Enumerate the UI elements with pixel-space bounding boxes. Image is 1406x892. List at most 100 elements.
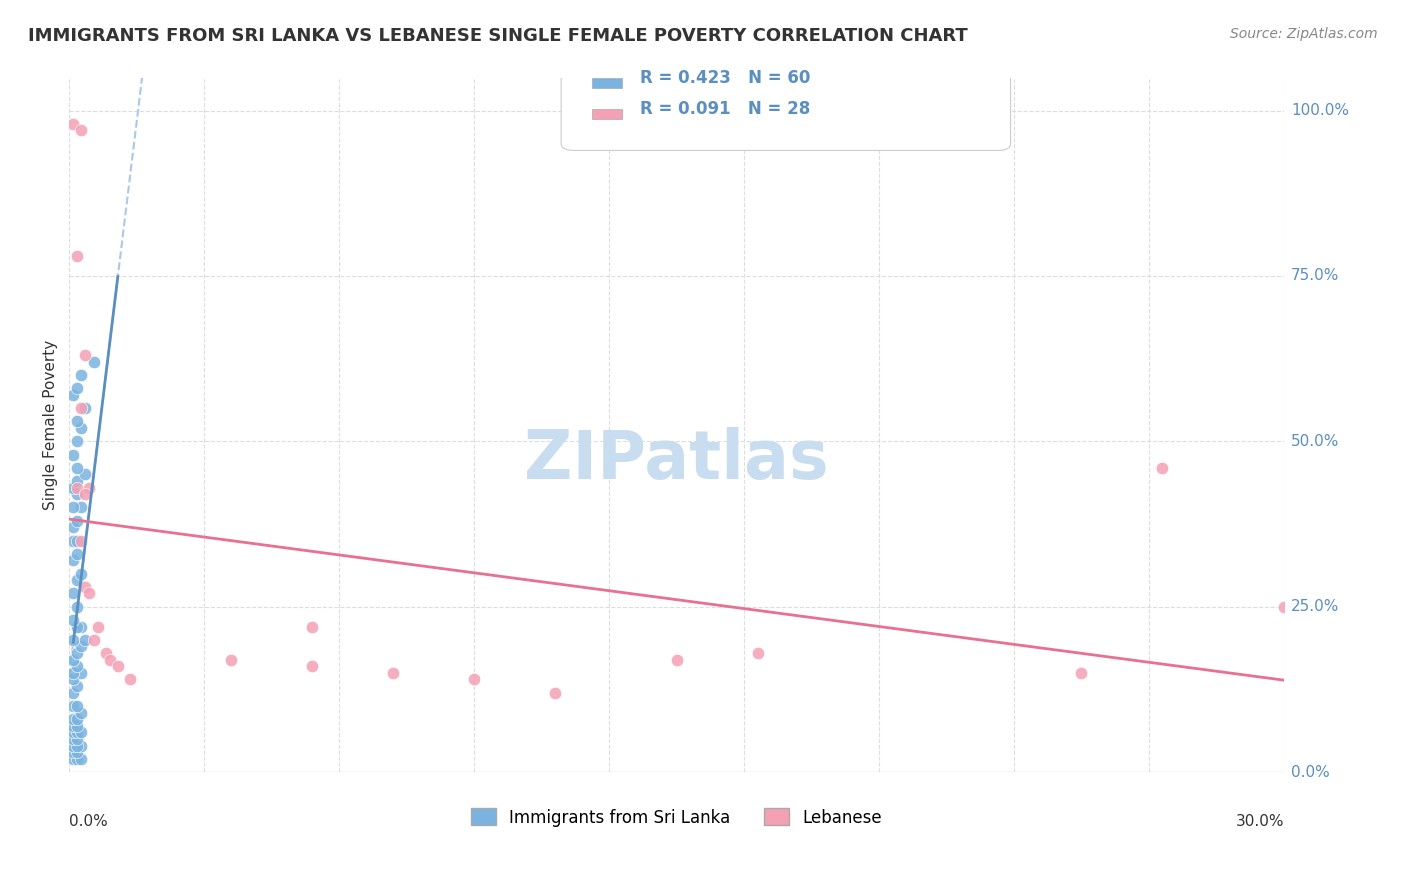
Point bbox=[62, 520, 84, 534]
Point bbox=[747, 646, 769, 660]
Point bbox=[301, 619, 323, 633]
Point bbox=[70, 739, 93, 753]
Point bbox=[66, 731, 89, 746]
Point bbox=[66, 725, 89, 739]
Point bbox=[66, 434, 89, 449]
Point bbox=[70, 665, 93, 680]
Point bbox=[70, 725, 93, 739]
Point bbox=[70, 566, 93, 581]
Point bbox=[118, 673, 141, 687]
Point bbox=[75, 348, 97, 362]
Point bbox=[62, 686, 84, 700]
Point bbox=[66, 249, 89, 263]
Point bbox=[66, 646, 89, 660]
Point bbox=[62, 117, 84, 131]
Point bbox=[62, 665, 84, 680]
Point bbox=[66, 719, 89, 733]
Point bbox=[62, 752, 84, 766]
Point bbox=[83, 632, 105, 647]
Point bbox=[98, 652, 121, 666]
Point bbox=[66, 659, 89, 673]
Text: 0.0%: 0.0% bbox=[1291, 764, 1330, 780]
Point bbox=[66, 381, 89, 395]
Point bbox=[66, 533, 89, 548]
Point bbox=[66, 712, 89, 726]
Point bbox=[70, 123, 93, 137]
Point bbox=[66, 752, 89, 766]
Point bbox=[66, 460, 89, 475]
Point bbox=[86, 619, 108, 633]
Text: 30.0%: 30.0% bbox=[1236, 814, 1284, 829]
Point bbox=[463, 673, 485, 687]
Point bbox=[62, 731, 84, 746]
Point bbox=[70, 533, 93, 548]
Point bbox=[66, 698, 89, 713]
Point bbox=[62, 533, 84, 548]
Point bbox=[107, 659, 129, 673]
Point bbox=[70, 368, 93, 383]
Point bbox=[62, 698, 84, 713]
Point bbox=[62, 719, 84, 733]
Point bbox=[62, 586, 84, 600]
Point bbox=[66, 487, 89, 501]
Point bbox=[70, 640, 93, 654]
Point bbox=[62, 481, 84, 495]
Point bbox=[75, 401, 97, 416]
Point bbox=[382, 665, 405, 680]
Point bbox=[1272, 599, 1295, 614]
Text: R = 0.423   N = 60: R = 0.423 N = 60 bbox=[640, 69, 810, 87]
Point bbox=[79, 481, 101, 495]
Point bbox=[62, 745, 84, 759]
Point bbox=[79, 586, 101, 600]
Point bbox=[62, 652, 84, 666]
Point bbox=[75, 632, 97, 647]
Text: Source: ZipAtlas.com: Source: ZipAtlas.com bbox=[1230, 27, 1378, 41]
Point bbox=[66, 514, 89, 528]
Point bbox=[62, 725, 84, 739]
Legend: Immigrants from Sri Lanka, Lebanese: Immigrants from Sri Lanka, Lebanese bbox=[464, 802, 889, 833]
Point bbox=[62, 673, 84, 687]
Point bbox=[70, 500, 93, 515]
Point bbox=[70, 421, 93, 435]
Point bbox=[1070, 665, 1092, 680]
Point bbox=[66, 573, 89, 587]
Text: ZIPatlas: ZIPatlas bbox=[524, 426, 830, 492]
Point bbox=[83, 355, 105, 369]
Point bbox=[75, 467, 97, 482]
Point bbox=[301, 659, 323, 673]
Point bbox=[66, 474, 89, 488]
Point bbox=[219, 652, 242, 666]
Text: IMMIGRANTS FROM SRI LANKA VS LEBANESE SINGLE FEMALE POVERTY CORRELATION CHART: IMMIGRANTS FROM SRI LANKA VS LEBANESE SI… bbox=[28, 27, 967, 45]
Point bbox=[66, 679, 89, 693]
Point bbox=[70, 619, 93, 633]
Point bbox=[62, 613, 84, 627]
Point bbox=[70, 706, 93, 720]
Point bbox=[62, 553, 84, 567]
Text: 50.0%: 50.0% bbox=[1291, 434, 1339, 449]
Text: 0.0%: 0.0% bbox=[69, 814, 108, 829]
Point bbox=[66, 745, 89, 759]
Point bbox=[66, 415, 89, 429]
Point bbox=[70, 752, 93, 766]
Text: 100.0%: 100.0% bbox=[1291, 103, 1348, 118]
FancyBboxPatch shape bbox=[592, 78, 621, 88]
Y-axis label: Single Female Poverty: Single Female Poverty bbox=[44, 340, 58, 510]
Point bbox=[62, 500, 84, 515]
Point bbox=[665, 652, 688, 666]
Point bbox=[94, 646, 117, 660]
Text: 75.0%: 75.0% bbox=[1291, 268, 1339, 284]
Point bbox=[62, 448, 84, 462]
Point bbox=[62, 712, 84, 726]
Point bbox=[66, 481, 89, 495]
Point bbox=[66, 739, 89, 753]
Point bbox=[62, 388, 84, 402]
Point bbox=[70, 401, 93, 416]
Point bbox=[75, 487, 97, 501]
Text: 25.0%: 25.0% bbox=[1291, 599, 1339, 615]
Point bbox=[544, 686, 567, 700]
Point bbox=[66, 619, 89, 633]
Point bbox=[75, 580, 97, 594]
FancyBboxPatch shape bbox=[561, 57, 1011, 151]
Point bbox=[62, 632, 84, 647]
Point bbox=[66, 547, 89, 561]
